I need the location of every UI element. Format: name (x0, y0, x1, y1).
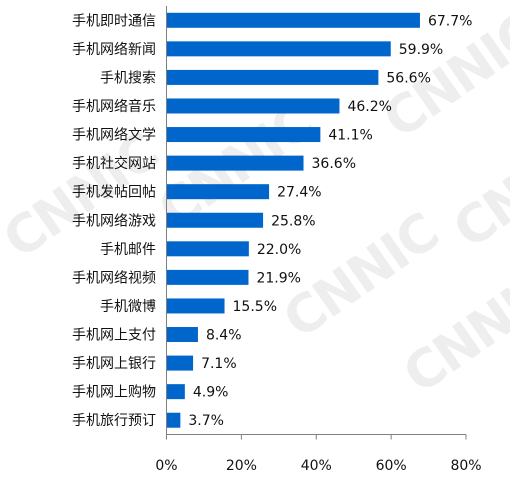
value-label: 22.0% (257, 242, 301, 258)
bar (167, 355, 194, 371)
value-label: 36.6% (312, 156, 356, 172)
category-label: 手机网络音乐 (72, 98, 156, 115)
bar (167, 412, 181, 428)
bar (167, 127, 321, 143)
value-label: 7.1% (201, 356, 237, 372)
x-tick-label: 80% (450, 458, 481, 474)
bar (167, 212, 264, 228)
category-label: 手机邮件 (100, 242, 156, 258)
value-label: 25.8% (271, 213, 315, 229)
value-label: 59.9% (399, 42, 443, 58)
bar (167, 69, 379, 85)
value-label: 67.7% (428, 13, 472, 29)
category-label: 手机发帖回帖 (72, 185, 156, 201)
bar (167, 384, 185, 400)
value-label: 21.9% (256, 270, 300, 286)
category-label: 手机即时通信 (72, 13, 156, 29)
bar (167, 12, 420, 28)
category-label: 手机网上银行 (72, 356, 156, 372)
category-label: 手机旅行预订 (72, 413, 156, 429)
watermark-text: CNNIC (393, 257, 510, 405)
x-axis-ticks: 0% 20% 40% 60% 80% (155, 434, 482, 474)
value-label: 15.5% (233, 299, 277, 315)
category-label: 手机网上支付 (72, 328, 156, 344)
x-tick-label: 20% (226, 458, 257, 474)
bar (167, 41, 391, 57)
category-labels: 手机即时通信手机网络新闻手机搜索手机网络音乐手机网络文学手机社交网站手机发帖回帖… (72, 13, 156, 429)
value-labels: 67.7% 59.9% 56.6% 46.2% 41.1% 36.6% 27.4% 25.8%… (188, 13, 472, 429)
bar (167, 155, 304, 171)
value-label: 4.9% (193, 385, 229, 401)
x-tick-label: 40% (301, 458, 332, 474)
bar (167, 184, 270, 200)
x-tick-label: 60% (376, 458, 407, 474)
value-label: 3.7% (188, 413, 224, 429)
watermark-text: CNNIC (443, 112, 510, 260)
bar (167, 298, 225, 314)
value-label: 27.4% (277, 185, 321, 201)
category-label: 手机社交网站 (72, 155, 156, 172)
value-label: 46.2% (347, 99, 391, 115)
bars (167, 12, 420, 428)
bar (167, 98, 340, 114)
value-label: 41.1% (328, 128, 372, 144)
bar (167, 327, 198, 343)
category-label: 手机网络视频 (72, 270, 156, 286)
value-label: 56.6% (386, 70, 430, 86)
category-label: 手机网络新闻 (72, 42, 156, 58)
category-label: 手机网上购物 (72, 385, 156, 401)
x-tick-label: 0% (155, 458, 177, 474)
category-label: 手机搜索 (100, 69, 156, 86)
value-label: 8.4% (206, 328, 242, 344)
category-label: 手机网络游戏 (72, 213, 156, 229)
watermark: CNNICCNNICCNNICCNNICCNNICCNNIC (0, 2, 510, 405)
bar (167, 269, 249, 285)
category-label: 手机微博 (100, 298, 156, 315)
bar (167, 241, 249, 257)
category-label: 手机网络文学 (72, 128, 156, 144)
